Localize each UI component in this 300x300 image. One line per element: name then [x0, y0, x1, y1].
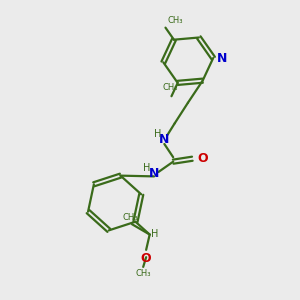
Text: H: H [151, 229, 158, 239]
Text: N: N [217, 52, 227, 64]
Text: O: O [141, 252, 152, 265]
Text: O: O [197, 152, 208, 165]
Text: H: H [154, 129, 162, 139]
Text: CH₃: CH₃ [168, 16, 183, 25]
Text: CH₃: CH₃ [123, 213, 138, 222]
Text: N: N [159, 133, 170, 146]
Text: CH₃: CH₃ [163, 83, 178, 92]
Text: H: H [143, 164, 151, 173]
Text: N: N [149, 167, 159, 180]
Text: CH₃: CH₃ [135, 269, 151, 278]
